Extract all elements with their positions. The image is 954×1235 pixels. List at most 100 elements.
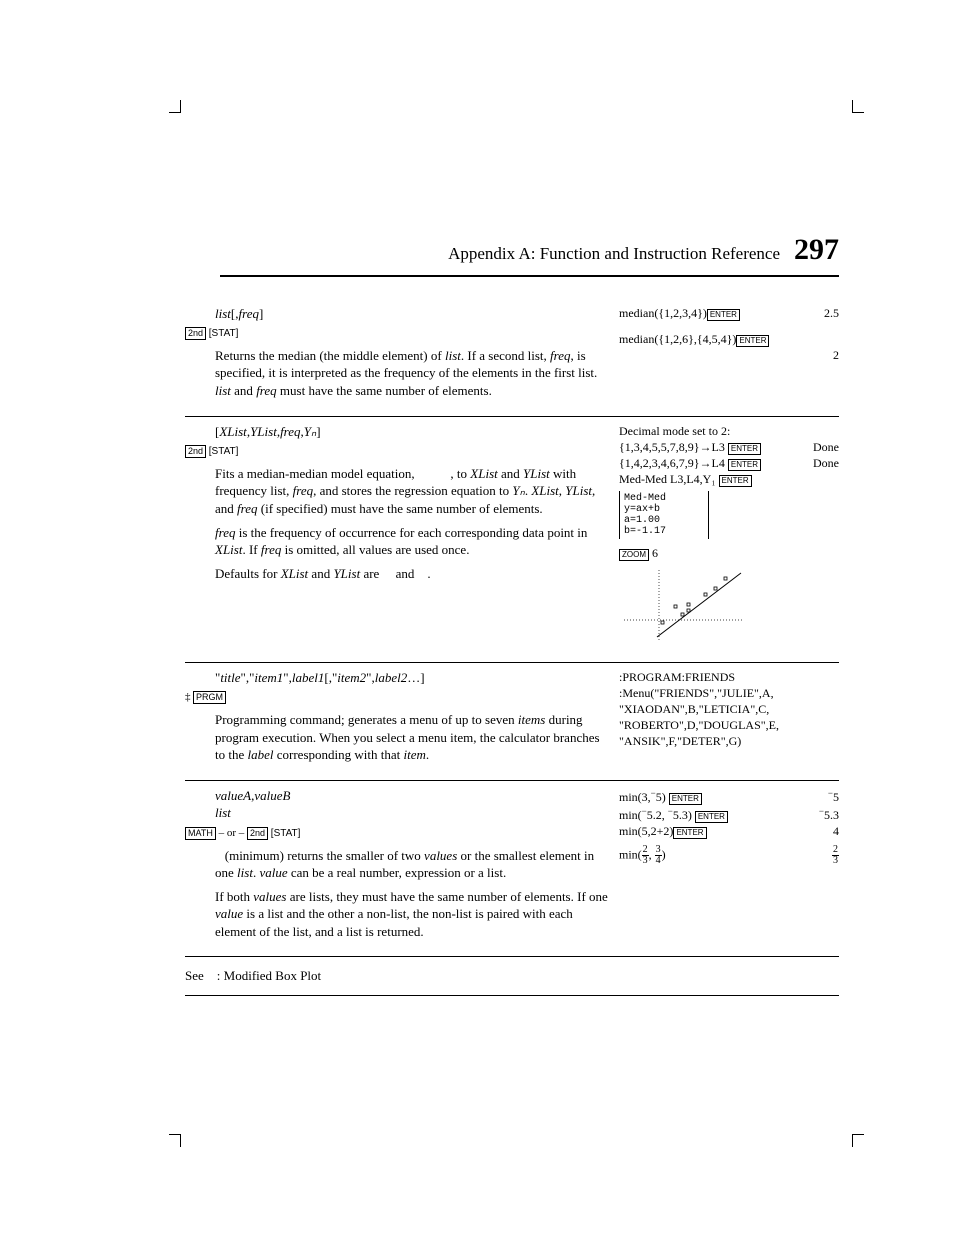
example-lhs: min(23, 34) [619, 845, 666, 866]
example-lhs: median({1,2,3,4}) [619, 306, 707, 320]
entry-body: Returns the median (the middle element) … [215, 347, 609, 400]
keypath: ‡PRGM [185, 690, 609, 705]
zoom-num: 6 [649, 546, 658, 560]
example-line: :PROGRAM:FRIENDS [619, 669, 839, 685]
fraction: 23 [832, 845, 839, 866]
page: Appendix A: Function and Instruction Ref… [0, 0, 954, 1235]
syntax-line: list[,freq] [215, 305, 609, 323]
example-rhs: −5 [828, 787, 839, 805]
syntax-line: list [215, 804, 609, 822]
body-text: Fits a median-median model equation, , t… [215, 465, 609, 518]
keypath: 2nd [STAT] [185, 326, 609, 341]
body-text: Returns the median (the middle element) … [215, 347, 609, 400]
key-zoom: ZOOM [619, 549, 649, 561]
example-rhs: 4 [833, 823, 839, 839]
keypath: 2nd [STAT] [185, 444, 609, 459]
example-rhs: −5.3 [819, 805, 839, 823]
key-enter: ENTER [736, 335, 769, 347]
header-title: Appendix A: Function and Instruction Ref… [448, 243, 780, 266]
entry-body: Fits a median-median model equation, , t… [215, 465, 609, 582]
equation-gap [418, 466, 451, 481]
key-enter: ENTER [719, 475, 752, 487]
key-enter: ENTER [669, 793, 702, 805]
syntax-line: valueA,valueB [215, 787, 609, 805]
entry-body: Programming command; generates a menu of… [215, 711, 609, 764]
crop-mark [852, 100, 853, 112]
example-line: :Menu("FRIENDS","JULIE",A, [619, 685, 839, 701]
calc-line: b=-1.17 [624, 526, 704, 537]
syntax-param: XList [219, 424, 246, 439]
example-line: min(5,2+2)ENTER4 [619, 823, 839, 839]
crop-mark [852, 112, 864, 113]
example-lhs: min(5,2+2) [619, 824, 673, 838]
key-prgm: PRGM [193, 691, 226, 704]
entry-left: list[,freq] 2nd [STAT] Returns the media… [185, 305, 609, 408]
syntax-param: item1 [254, 670, 283, 685]
syntax-param: list [215, 306, 231, 321]
example-line: {1,4,2,3,4,6,7,9}→L4 ENTER Done [619, 455, 839, 471]
calc-line: a=1.00 [624, 515, 704, 526]
entry-left: valueA,valueB list MATH – or – 2nd [STAT… [185, 787, 609, 949]
entry-right: Decimal mode set to 2: {1,3,4,5,5,7,8,9}… [619, 423, 839, 654]
key-bracket: [STAT] [271, 828, 301, 839]
example-line: "XIAODAN",B,"LETICIA",C, [619, 701, 839, 717]
q: ", [283, 670, 292, 685]
entry-right: min(3,−5) ENTER −5 min(−5.2, −5.3) ENTER −… [619, 787, 839, 949]
denominator: 3 [643, 856, 648, 866]
q: …] [407, 670, 424, 685]
key-enter: ENTER [695, 811, 728, 823]
syntax-param: label1 [292, 670, 325, 685]
q: [," [324, 670, 337, 685]
body-text-part: Fits a median-median model equation, [215, 466, 418, 481]
example-line: "ROBERTO",D,"DOUGLAS",E, [619, 717, 839, 733]
syntax-param: valueB [254, 788, 290, 803]
syntax-param: Yₙ [304, 424, 316, 439]
body-text: Programming command; generates a menu of… [215, 711, 609, 764]
example-lhs: {1,4,2,3,4,6,7,9}→L4 [619, 456, 725, 470]
key-enter: ENTER [728, 459, 761, 471]
entry-menu: "title","item1",label1[,"item2",label2…]… [185, 662, 839, 772]
example-line: median({1,2,3,4})ENTER 2.5 [619, 305, 839, 321]
crop-mark [180, 100, 181, 112]
denominator: 3 [833, 856, 838, 866]
syntax-param: title [220, 670, 240, 685]
dagger-icon: ‡ [185, 690, 193, 705]
entry-body: (minimum) returns the smaller of two val… [215, 847, 609, 941]
page-header: Appendix A: Function and Instruction Ref… [220, 230, 839, 277]
example-line: {1,3,4,5,5,7,8,9}→L3 ENTERDone [619, 439, 839, 455]
entry-left: "title","item1",label1[,"item2",label2…]… [185, 669, 609, 772]
example-rhs: Done [813, 455, 839, 471]
example-line: Med-Med L3,L4,Y₁ ENTER [619, 471, 839, 487]
example-line: min(−5.2, −5.3) ENTER −5.3 [619, 805, 839, 823]
graph-plot [619, 565, 749, 645]
calc-line: y=ax+b [624, 504, 704, 515]
syntax-param: list [215, 805, 231, 820]
fraction: 34 [655, 845, 662, 866]
entry-right: median({1,2,3,4})ENTER 2.5 median({1,2,6… [619, 305, 839, 408]
t: ) [662, 848, 666, 862]
q: "," [241, 670, 255, 685]
page-number: 297 [794, 230, 839, 271]
key-2nd: 2nd [247, 827, 268, 840]
entry-min: valueA,valueB list MATH – or – 2nd [STAT… [185, 780, 839, 949]
entry-medmed: [XList,YList,freq,Yₙ] 2nd [STAT] Fits a … [185, 416, 839, 654]
example-line: min(3,−5) ENTER −5 [619, 787, 839, 805]
example-line: "ANSIK",F,"DETER",G) [619, 733, 839, 749]
body-text: Defaults for XList and YList are and . [215, 565, 609, 583]
syntax-param: valueA [215, 788, 251, 803]
calc-line: Med-Med [624, 493, 704, 504]
entry-left: [XList,YList,freq,Yₙ] 2nd [STAT] Fits a … [185, 423, 609, 654]
example-lhs: {1,3,4,5,5,7,8,9}→L3 [619, 440, 725, 454]
see-text: See : Modified Box Plot [185, 967, 321, 985]
crop-mark [180, 1135, 181, 1147]
crop-mark [852, 1134, 864, 1135]
syntax-param: freq [280, 424, 300, 439]
crop-mark [169, 112, 181, 113]
key-math: MATH [185, 827, 216, 840]
example-lhs: min(3,−5) [619, 790, 666, 804]
syntax-punct: [, [231, 306, 239, 321]
syntax-punct: ] [259, 306, 263, 321]
key-2nd: 2nd [185, 327, 206, 340]
example-lhs: min(−5.2, −5.3) [619, 808, 692, 822]
example-line: 2 [619, 347, 839, 363]
